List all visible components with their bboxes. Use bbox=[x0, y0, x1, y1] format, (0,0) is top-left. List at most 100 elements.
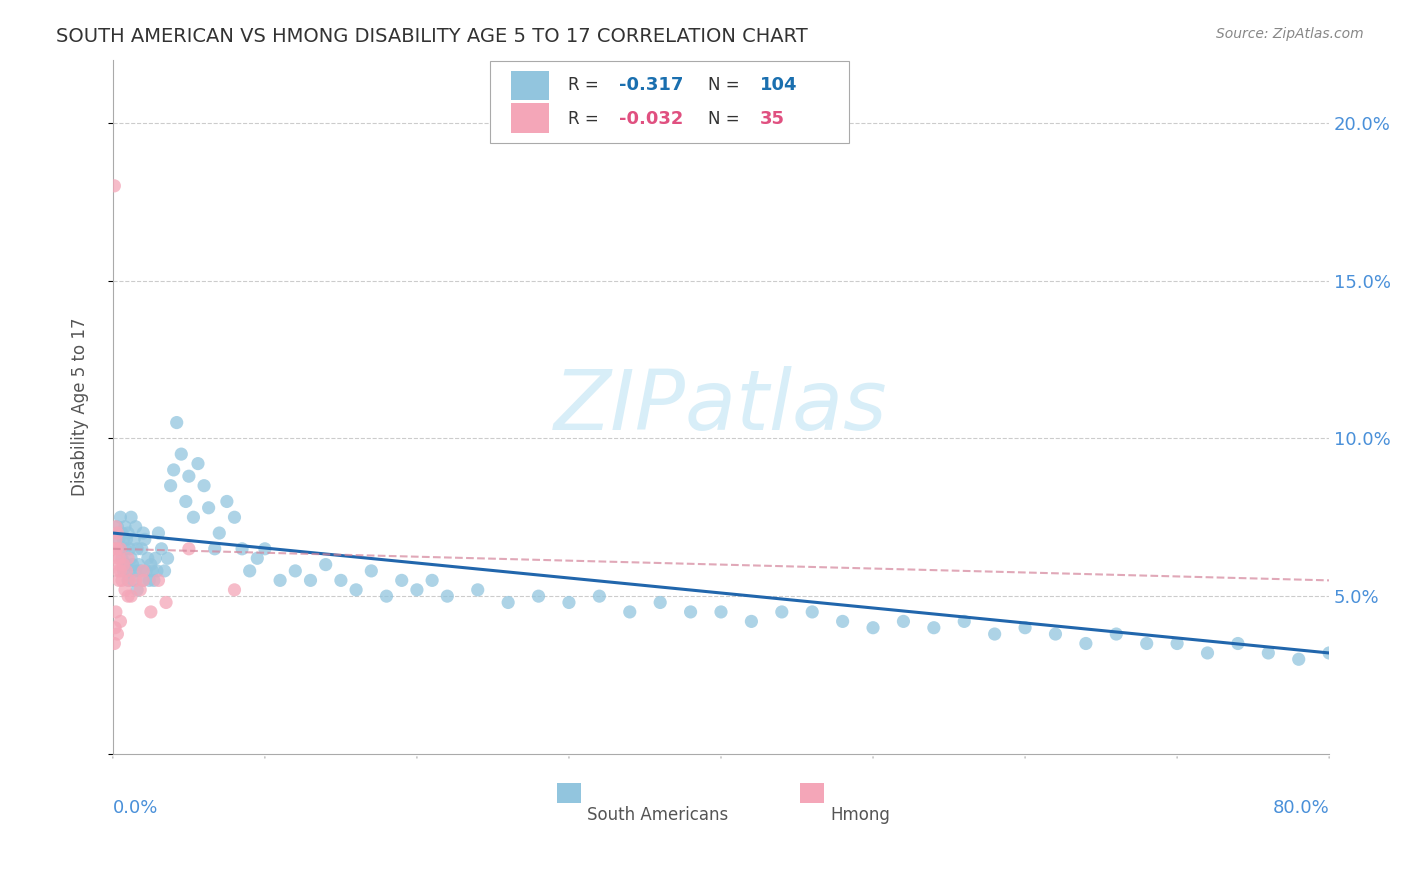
Point bbox=[139, 605, 162, 619]
Point bbox=[496, 595, 519, 609]
Point bbox=[1288, 652, 1310, 666]
Text: R =: R = bbox=[568, 110, 603, 128]
Text: R =: R = bbox=[568, 76, 603, 94]
Point bbox=[1197, 646, 1219, 660]
Point bbox=[115, 533, 138, 547]
Point bbox=[224, 510, 246, 524]
Point bbox=[136, 551, 159, 566]
Text: South Americans: South Americans bbox=[588, 806, 728, 824]
Point bbox=[107, 519, 129, 533]
Point bbox=[527, 589, 550, 603]
Point bbox=[148, 574, 170, 588]
Point bbox=[1045, 627, 1067, 641]
Point bbox=[406, 582, 429, 597]
Point bbox=[801, 605, 824, 619]
Point bbox=[108, 551, 131, 566]
Point bbox=[138, 574, 160, 588]
Point bbox=[110, 615, 132, 629]
Point bbox=[121, 558, 143, 572]
Point bbox=[134, 533, 156, 547]
Point bbox=[679, 605, 702, 619]
Point bbox=[284, 564, 307, 578]
Text: N =: N = bbox=[707, 110, 745, 128]
Point bbox=[170, 447, 193, 461]
Point bbox=[114, 519, 136, 533]
Text: 80.0%: 80.0% bbox=[1272, 799, 1329, 817]
Point bbox=[127, 582, 149, 597]
Point bbox=[187, 457, 209, 471]
Point bbox=[142, 574, 165, 588]
Point bbox=[111, 551, 134, 566]
Point bbox=[1348, 652, 1371, 666]
Point bbox=[129, 564, 152, 578]
Point bbox=[893, 615, 915, 629]
Point bbox=[177, 469, 200, 483]
Point bbox=[299, 574, 322, 588]
Point bbox=[150, 541, 173, 556]
Point bbox=[104, 533, 127, 547]
Point bbox=[1136, 636, 1159, 650]
Point bbox=[112, 533, 135, 547]
Point bbox=[231, 541, 253, 556]
Point bbox=[120, 551, 142, 566]
Point bbox=[107, 627, 129, 641]
Point bbox=[558, 595, 581, 609]
Point bbox=[135, 564, 157, 578]
Point bbox=[132, 574, 155, 588]
Point bbox=[619, 605, 641, 619]
Point bbox=[253, 541, 276, 556]
Point bbox=[710, 605, 733, 619]
Point bbox=[107, 526, 129, 541]
Point bbox=[436, 589, 458, 603]
Point bbox=[124, 519, 146, 533]
Point bbox=[122, 533, 145, 547]
FancyBboxPatch shape bbox=[489, 61, 849, 143]
Point bbox=[124, 564, 146, 578]
Point bbox=[110, 564, 132, 578]
Point bbox=[148, 526, 170, 541]
Point bbox=[117, 551, 139, 566]
Y-axis label: Disability Age 5 to 17: Disability Age 5 to 17 bbox=[72, 318, 89, 496]
Point bbox=[141, 564, 163, 578]
Point bbox=[862, 621, 884, 635]
Point bbox=[120, 510, 142, 524]
Point bbox=[650, 595, 672, 609]
Point bbox=[740, 615, 762, 629]
Point bbox=[117, 574, 139, 588]
Point bbox=[360, 564, 382, 578]
Point bbox=[132, 564, 155, 578]
Point bbox=[129, 582, 152, 597]
Point bbox=[329, 574, 352, 588]
Point bbox=[344, 582, 367, 597]
Point bbox=[107, 564, 129, 578]
Point bbox=[983, 627, 1005, 641]
Point bbox=[114, 541, 136, 556]
Point bbox=[118, 541, 141, 556]
Point bbox=[588, 589, 610, 603]
Point bbox=[831, 615, 853, 629]
Text: 104: 104 bbox=[759, 76, 797, 94]
Point bbox=[1074, 636, 1097, 650]
Bar bbox=[800, 783, 824, 803]
Point bbox=[111, 526, 134, 541]
Point bbox=[131, 541, 153, 556]
Point bbox=[104, 621, 127, 635]
Text: N =: N = bbox=[707, 76, 745, 94]
Point bbox=[128, 558, 150, 572]
Point bbox=[103, 636, 125, 650]
Point bbox=[1317, 646, 1340, 660]
Point bbox=[103, 178, 125, 193]
Point bbox=[108, 533, 131, 547]
Point bbox=[204, 541, 226, 556]
Point bbox=[115, 558, 138, 572]
Point bbox=[104, 541, 127, 556]
Point bbox=[118, 574, 141, 588]
Text: -0.317: -0.317 bbox=[619, 76, 683, 94]
Text: SOUTH AMERICAN VS HMONG DISABILITY AGE 5 TO 17 CORRELATION CHART: SOUTH AMERICAN VS HMONG DISABILITY AGE 5… bbox=[56, 27, 808, 45]
Point bbox=[953, 615, 976, 629]
Text: Source: ZipAtlas.com: Source: ZipAtlas.com bbox=[1216, 27, 1364, 41]
Point bbox=[139, 558, 162, 572]
Point bbox=[105, 541, 128, 556]
Point bbox=[177, 541, 200, 556]
Text: Hmong: Hmong bbox=[831, 806, 890, 824]
